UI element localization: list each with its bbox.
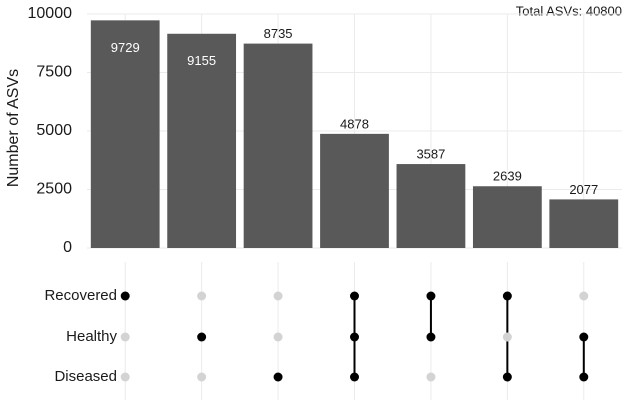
membership-dot [579, 372, 589, 382]
y-tick-label: 7500 [36, 64, 72, 81]
bar [396, 164, 466, 248]
membership-dot [502, 372, 512, 382]
membership-dot [273, 372, 283, 382]
bar [167, 33, 237, 249]
set-label: Diseased [54, 368, 117, 385]
value-label: 8735 [264, 26, 293, 41]
bar [243, 43, 313, 249]
membership-dot [426, 372, 436, 382]
membership-dot [350, 372, 359, 382]
set-label: Recovered [44, 287, 117, 304]
y-tick-label: 0 [63, 239, 72, 256]
membership-dot [120, 372, 130, 382]
membership-dot [579, 332, 589, 342]
value-label: 3587 [416, 147, 445, 162]
membership-dot [502, 291, 512, 301]
value-label: 2639 [493, 169, 522, 184]
y-tick-label: 2500 [36, 181, 72, 198]
bar [549, 199, 619, 248]
membership-dot [426, 291, 436, 301]
membership-dot [197, 372, 207, 382]
membership-dot [120, 332, 130, 342]
membership-dot [426, 332, 436, 342]
bar [90, 20, 160, 248]
y-tick-label: 10000 [28, 5, 73, 22]
membership-dot [197, 291, 207, 301]
annotation: Total ASVs: 40800 [516, 3, 622, 18]
bar [472, 186, 542, 248]
value-label: 2077 [569, 182, 598, 197]
membership-dot [273, 332, 283, 342]
membership-dot [579, 291, 589, 301]
membership-dot [502, 332, 512, 342]
membership-dot [120, 291, 130, 301]
membership-dot [350, 291, 359, 301]
membership-dot [197, 332, 207, 342]
membership-dot [350, 332, 359, 342]
y-axis-label: Number of ASVs [5, 69, 22, 187]
bar [320, 133, 389, 248]
set-label: Healthy [66, 328, 117, 345]
y-tick-label: 5000 [36, 122, 72, 139]
value-label: 9729 [111, 40, 140, 55]
value-label: 4878 [340, 116, 369, 131]
value-label: 9155 [187, 53, 216, 68]
membership-dot [273, 291, 283, 301]
